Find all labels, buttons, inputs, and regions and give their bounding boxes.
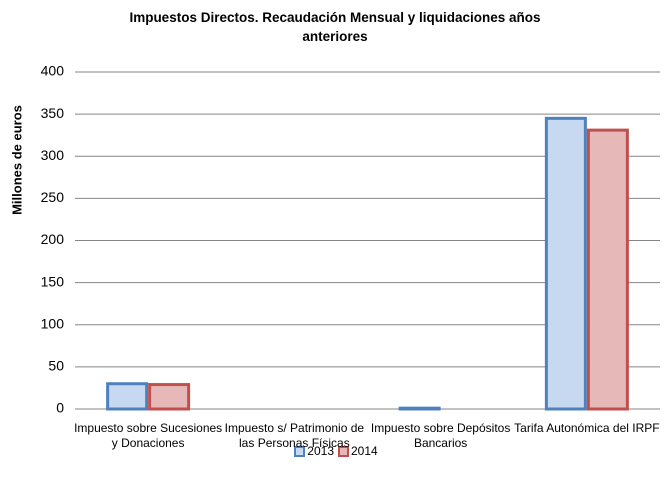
- y-tick-label: 0: [56, 400, 64, 416]
- y-tick-label: 350: [41, 105, 65, 121]
- x-tick-label: Impuesto sobre Sucesiones y Donaciones: [74, 421, 223, 450]
- y-tick-label: 250: [41, 189, 65, 205]
- legend-label: 2013: [307, 444, 334, 458]
- x-tick-label: Tarifa Autonómica del IRPF: [514, 421, 660, 435]
- bar: [106, 382, 149, 411]
- legend-label: 2014: [351, 444, 378, 458]
- legend-swatch: [338, 445, 349, 457]
- y-tick-label: 300: [41, 147, 65, 163]
- bar: [544, 116, 587, 411]
- y-tick-label: 400: [41, 63, 65, 79]
- y-axis-label: Millones de euros: [9, 105, 24, 215]
- bar: [148, 383, 191, 411]
- y-tick-label: 100: [41, 315, 65, 331]
- bar: [586, 128, 629, 411]
- x-tick-label: Impuesto sobre Depósitos Bancarios: [370, 421, 511, 450]
- legend-swatch: [294, 445, 306, 457]
- y-tick-label: 150: [41, 273, 65, 289]
- y-tick-label: 200: [41, 231, 65, 247]
- y-tick-label: 50: [48, 358, 64, 374]
- x-tick-label: Impuesto s/ Patrimonio de las Personas F…: [224, 421, 365, 450]
- legend-item: 2014: [338, 444, 378, 458]
- bar: [398, 406, 441, 411]
- chart-title: Impuestos Directos. Recaudación Mensual …: [129, 10, 541, 44]
- legend: 2013 2014: [0, 444, 672, 460]
- legend-item: 2013: [294, 444, 334, 458]
